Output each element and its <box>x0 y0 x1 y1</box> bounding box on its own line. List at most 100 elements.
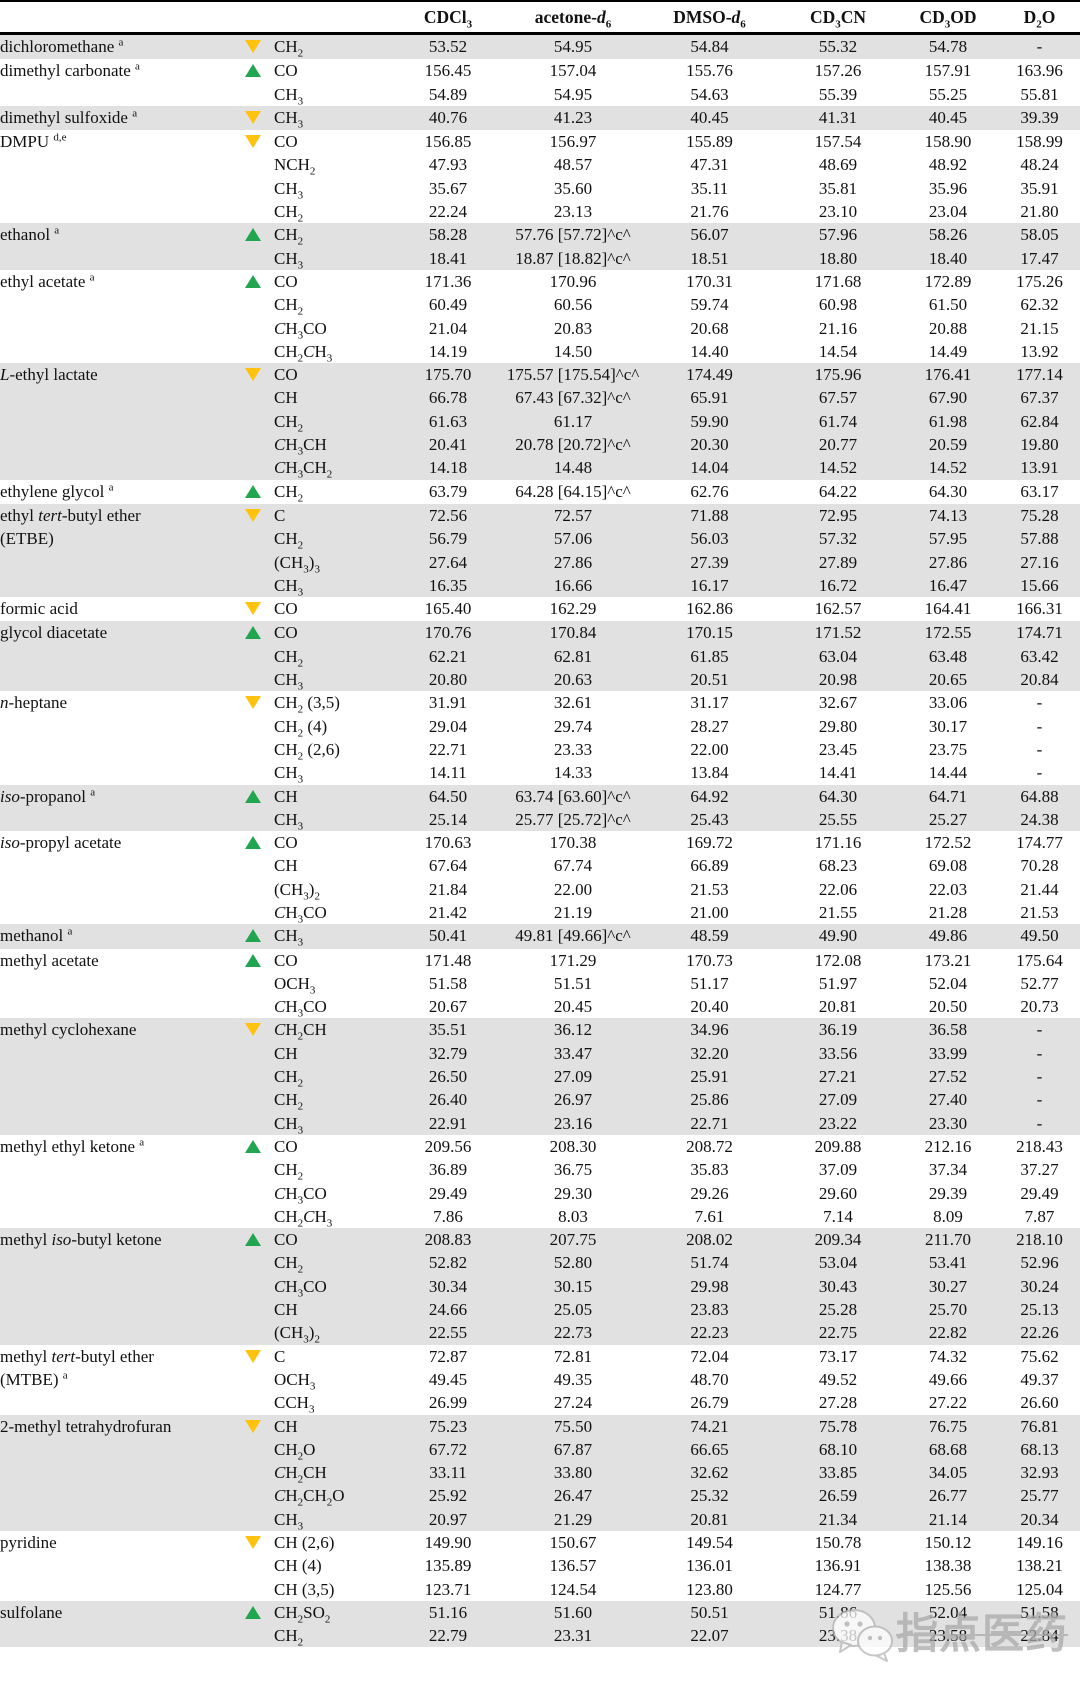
shift-value-d2o: 63.42 <box>1020 646 1059 666</box>
shift-value-cd3cn: 51.97 <box>818 973 858 993</box>
group-label: CH3 <box>274 926 304 949</box>
shift-value-dmso: 27.39 <box>690 552 729 572</box>
shift-value-dmso: 14.40 <box>690 341 729 361</box>
group-label: CH2 <box>274 1626 304 1649</box>
shift-value-d2o: 19.80 <box>1020 435 1059 455</box>
shift-value-cd3od: 64.71 <box>928 786 968 806</box>
trend-down-icon <box>232 597 274 621</box>
group-label: CH2 <box>274 1067 304 1090</box>
shift-value-acetone: 29.30 <box>553 1183 593 1203</box>
shift-value-cdcl3: 20.41 <box>428 435 468 455</box>
shift-value-cd3cn: 162.57 <box>814 599 862 619</box>
shift-value-cd3od: 25.27 <box>928 809 968 829</box>
table-row: iso-propanol a CH 64.50 63.74 [63.60]^c^… <box>0 784 1080 808</box>
shift-value-cdcl3: 22.55 <box>428 1323 468 1343</box>
shift-value-dmso: 21.76 <box>690 202 729 222</box>
shift-value-dmso: 25.86 <box>690 1090 729 1110</box>
shift-value-cd3cn: 21.16 <box>818 318 858 338</box>
shift-value-cdcl3: 62.21 <box>428 646 468 666</box>
shift-value-dmso: 170.15 <box>686 623 733 643</box>
shift-value-cd3od: 23.30 <box>928 1113 968 1133</box>
group-label: CH <box>274 1043 298 1063</box>
trend-up-icon <box>232 1228 274 1344</box>
group-label: CO <box>274 950 298 970</box>
group-label: CH2 <box>274 202 304 225</box>
shift-value-acetone: 27.09 <box>553 1067 593 1087</box>
shift-value-cd3od: 23.75 <box>928 739 968 759</box>
shift-value-cdcl3: 165.40 <box>424 599 472 619</box>
shift-value-cdcl3: 209.56 <box>424 1136 472 1156</box>
shift-value-acetone: 26.47 <box>553 1486 593 1506</box>
trend-up-icon <box>232 924 274 948</box>
shift-value-cd3cn: 72.95 <box>818 505 858 525</box>
shift-value-d2o: 22.26 <box>1020 1323 1059 1343</box>
shift-value-d2o: 21.15 <box>1020 318 1059 338</box>
shift-value-dmso: 32.20 <box>690 1043 729 1063</box>
shift-value-cd3cn: 21.55 <box>818 902 858 922</box>
shift-value-cdcl3: 50.41 <box>428 926 468 946</box>
shift-value-cdcl3: 25.14 <box>428 809 468 829</box>
compound-name: iso-propyl acetate <box>0 833 122 853</box>
shift-value-acetone: 150.67 <box>549 1533 597 1552</box>
shift-value-cd3cn: 35.81 <box>818 178 858 198</box>
shift-value-acetone: 21.19 <box>553 902 593 922</box>
table-row: CH3 14.11 14.33 13.84 14.41 14.44 - <box>0 761 1080 785</box>
shift-value-cd3cn: 53.04 <box>818 1253 858 1273</box>
compound-name: glycol diacetate <box>0 623 108 643</box>
shift-value-cdcl3: 51.58 <box>428 973 468 993</box>
shift-value-cd3cn: 27.28 <box>818 1393 858 1413</box>
shift-value-cd3od: 22.03 <box>928 879 968 899</box>
group-label: CH2 <box>274 529 304 552</box>
shift-value-acetone: 25.05 <box>553 1300 593 1320</box>
group-label: CO <box>274 833 298 853</box>
shift-value-cd3cn: 68.23 <box>818 856 858 876</box>
shift-value-dmso: 22.23 <box>690 1323 729 1343</box>
shift-value-dmso: 169.72 <box>686 833 733 853</box>
shift-value-cd3od: 52.04 <box>928 1602 968 1622</box>
shift-value-acetone: 51.51 <box>553 973 593 993</box>
table-row: methanol a CH3 50.41 49.81 [49.66]^c^ 48… <box>0 924 1080 949</box>
shift-value-cd3od: 57.95 <box>928 529 968 549</box>
shift-value-dmso: 25.32 <box>690 1486 729 1506</box>
table-row: ethyl acetate a CO 171.36 170.96 170.31 … <box>0 270 1080 293</box>
shift-value-cd3cn: 49.90 <box>818 926 858 946</box>
shift-value-dmso: 20.81 <box>690 1509 729 1529</box>
shift-value-d2o: - <box>1036 37 1043 56</box>
shift-value-acetone: 67.87 <box>553 1439 593 1459</box>
shift-value-cdcl3: 14.19 <box>428 341 468 361</box>
shift-value-acetone: 23.33 <box>553 739 593 759</box>
shift-value-dmso: 51.17 <box>690 973 729 993</box>
shift-value-d2o: 15.66 <box>1020 575 1059 595</box>
shift-value-d2o: 24.38 <box>1020 809 1059 829</box>
shift-value-d2o: 62.84 <box>1020 411 1059 431</box>
table-row: CH2 22.24 23.13 21.76 23.10 23.04 21.80 <box>0 200 1080 225</box>
shift-value-d2o: 174.71 <box>1016 623 1063 643</box>
shift-value-cd3cn: 22.06 <box>818 879 858 899</box>
shift-value-dmso: 54.84 <box>690 37 729 56</box>
table-row: methyl cyclohexane CH2CH 35.51 36.12 34.… <box>0 1018 1080 1042</box>
shift-value-cd3cn: 29.60 <box>818 1183 858 1203</box>
compound-name: pyridine <box>0 1533 57 1552</box>
group-label: CH3 <box>274 84 304 107</box>
shift-value-acetone: 156.97 <box>549 132 597 152</box>
shift-value-dmso: 155.89 <box>686 132 733 152</box>
shift-value-dmso: 64.92 <box>690 786 729 806</box>
shift-value-cdcl3: 156.45 <box>424 61 472 81</box>
shift-value-dmso: 26.79 <box>690 1393 729 1413</box>
shift-value-cd3od: 164.41 <box>924 599 972 619</box>
group-label: CH2CH3 <box>274 1206 333 1230</box>
shift-value-cd3cn: 32.67 <box>818 693 858 713</box>
shift-value-cd3od: 74.32 <box>928 1346 968 1366</box>
table-row: ethanol a CH2 58.28 57.76 [57.72]^c^ 56.… <box>0 223 1080 247</box>
shift-value-cdcl3: 21.04 <box>428 318 468 338</box>
shift-value-cd3cn: 25.55 <box>818 809 858 829</box>
shift-value-dmso: 123.80 <box>686 1579 733 1599</box>
shift-value-cd3cn: 157.54 <box>814 132 862 152</box>
shift-value-dmso: 174.49 <box>686 365 733 385</box>
table-row: L-ethyl lactate CO 175.70 175.57 [175.54… <box>0 363 1080 387</box>
shift-value-dmso: 66.89 <box>690 856 729 876</box>
group-label: CH3CO <box>274 902 327 926</box>
shift-value-d2o: 67.37 <box>1020 388 1059 408</box>
shift-value-cd3od: 30.27 <box>928 1276 968 1296</box>
shift-value-acetone: 60.56 <box>553 295 593 315</box>
